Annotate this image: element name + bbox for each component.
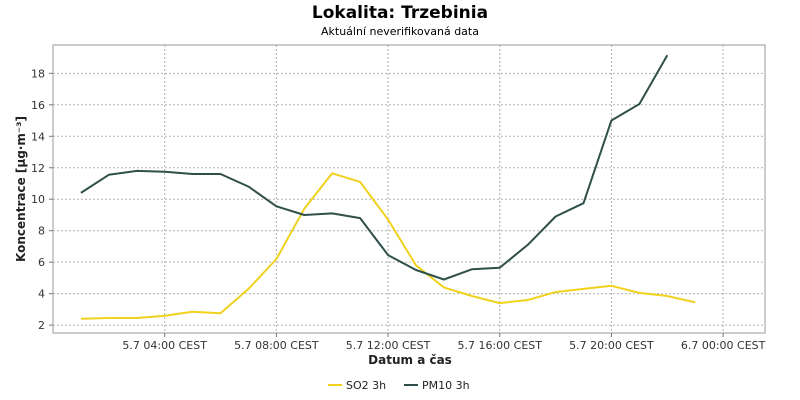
y-tick-label: 14 <box>31 130 45 143</box>
x-tick-label: 5.7 16:00 CEST <box>457 339 542 352</box>
y-tick-label: 6 <box>38 256 45 269</box>
x-tick-label: 5.7 20:00 CEST <box>569 339 654 352</box>
y-tick-label: 12 <box>31 162 45 175</box>
x-tick-label: 5.7 12:00 CEST <box>346 339 431 352</box>
x-tick-label: 5.7 04:00 CEST <box>122 339 207 352</box>
chart-subtitle: Aktuální neverifikovaná data <box>321 25 479 38</box>
series-line-so2-3h <box>80 172 696 320</box>
x-tick-label: 5.7 08:00 CEST <box>234 339 319 352</box>
y-tick-label: 8 <box>38 225 45 238</box>
chart-title: Lokalita: Trzebinia <box>312 3 488 23</box>
x-axis-ticks: 5.7 04:00 CEST 5.7 08:00 CEST 5.7 12:00 CE… <box>122 333 766 352</box>
x-axis-title: Datum a čas <box>368 353 452 367</box>
y-axis-ticks: 2 4 6 8 10 12 14 16 18 <box>31 67 53 332</box>
y-tick-label: 10 <box>31 193 45 206</box>
x-tick-label: 6.7 00:00 CEST <box>681 339 766 352</box>
legend-label: SO2 3h <box>346 379 386 392</box>
y-tick-label: 4 <box>38 288 45 301</box>
series-layer <box>80 54 696 320</box>
plot-area <box>52 44 766 334</box>
series-line-pm10-3h <box>80 54 669 281</box>
y-axis-title: Koncentrace [µg·m⁻³] <box>14 116 28 262</box>
y-tick-label: 18 <box>31 67 45 80</box>
legend: SO2 3h PM10 3h <box>328 379 470 392</box>
y-tick-label: 16 <box>31 99 45 112</box>
y-tick-label: 2 <box>38 319 45 332</box>
legend-label: PM10 3h <box>422 379 470 392</box>
